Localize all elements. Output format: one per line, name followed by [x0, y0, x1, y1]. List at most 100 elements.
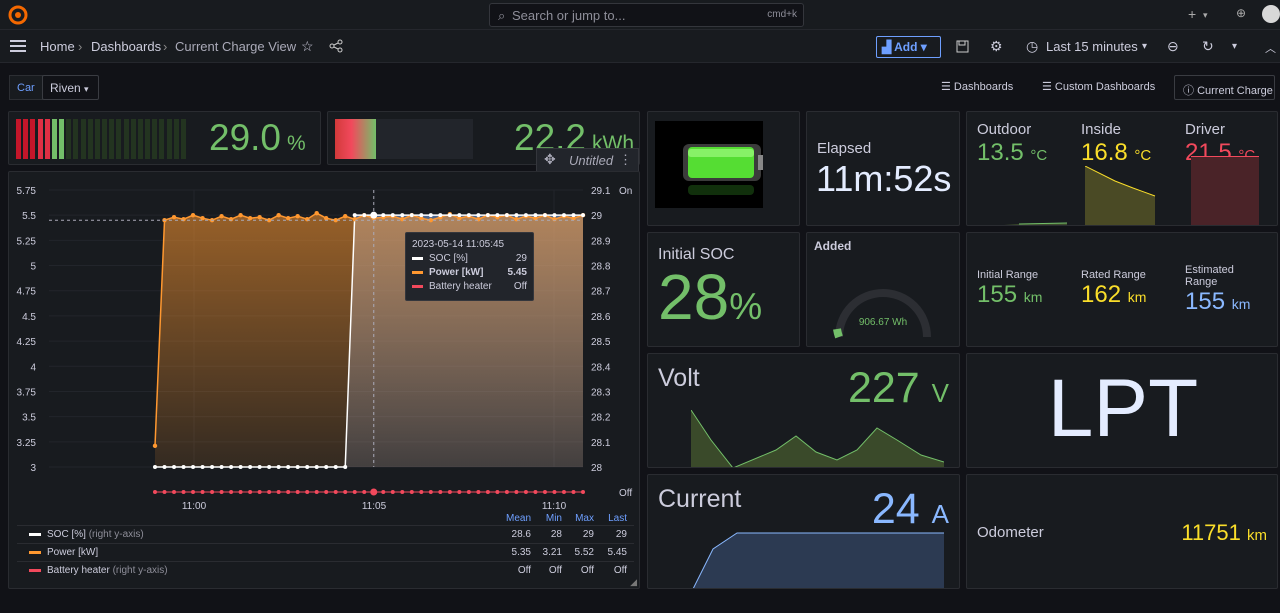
chevron-down-icon[interactable]: ▾ [1203, 10, 1208, 20]
grafana-logo-icon[interactable] [8, 5, 28, 25]
soc-point [219, 465, 224, 469]
current-panel: Current 24 A [647, 474, 960, 589]
added-label: Added [814, 239, 852, 253]
right-axis-on-label: On [619, 186, 632, 197]
chevron-down-icon[interactable]: ▾ [1142, 41, 1148, 52]
heater-point [229, 490, 234, 494]
inside-sparkline [1085, 166, 1156, 225]
left-axis-tick-label: 5.25 [17, 236, 37, 247]
odometer-panel: Odometer 11751 km [966, 474, 1278, 589]
soc-point [504, 213, 509, 218]
link-custom-dashboards[interactable]: ☰ Custom Dashboards [1042, 80, 1155, 93]
heater-point [438, 490, 443, 494]
zoom-out-icon[interactable]: ⊖ [1167, 38, 1179, 54]
news-feed-icon[interactable]: ⊕ [1236, 6, 1247, 20]
right-axis-tick-label: 29.1 [591, 186, 611, 197]
panel-menu-icon[interactable]: ⋮ [619, 152, 632, 167]
soc-point [542, 213, 547, 218]
legend-row[interactable]: Battery heater (right y-axis) [29, 565, 168, 576]
chevron-down-icon: ▾ [84, 84, 89, 94]
search-input[interactable]: ⌕ Search or jump to... cmd+k [489, 3, 804, 27]
added-value: 906.67 Wh [858, 317, 908, 328]
breadcrumb-home[interactable]: Home [40, 39, 75, 54]
left-axis-tick-label: 3 [30, 463, 36, 474]
soc-point [343, 465, 348, 469]
timeseries-chart[interactable]: 5.75 5.5 5.25 5 4.75 4.5 4.25 4 3.75 3.5 3.25 3 29.1… [9, 172, 640, 512]
power-point [457, 216, 462, 221]
initial-soc-panel: Initial SOC 28% [647, 232, 800, 347]
heater-point [191, 490, 196, 494]
resize-handle-icon[interactable]: ◢ [630, 577, 637, 587]
soc-point [305, 465, 310, 469]
right-axis-tick-label: 28.9 [591, 236, 611, 247]
x-axis-tick-label: 11:05 [362, 501, 387, 512]
power-point [533, 216, 538, 221]
odometer-value: 11751 km [1181, 520, 1267, 545]
legend-row[interactable]: Power [kW] [29, 547, 98, 558]
legend-header-mean[interactable]: Mean [505, 513, 531, 524]
chevron-down-icon[interactable]: ▾ [1232, 41, 1238, 52]
soc-bargauge-cell [30, 119, 36, 159]
legend-series-name: SOC [%] [47, 529, 86, 540]
legend-series-name: Battery heater [47, 565, 110, 576]
right-axis-tick-label: 28.7 [591, 287, 611, 298]
heater-point [276, 490, 281, 494]
menu-icon[interactable] [10, 40, 26, 52]
legend-swatch [29, 568, 41, 572]
legend-header-min[interactable]: Min [545, 513, 562, 524]
heater-point [514, 490, 519, 494]
time-range-picker[interactable]: Last 15 minutes [1046, 39, 1138, 54]
link-current-charge[interactable]: ⓘ Current Charge [1174, 75, 1275, 100]
collapse-up-icon[interactable]: ︿ [1265, 43, 1276, 55]
right-axis-tick-label: 28.3 [591, 387, 611, 398]
kwh-bargauge-fill [335, 119, 377, 159]
power-point [400, 217, 405, 222]
heater-point [286, 490, 291, 494]
added-gauge-panel: Added 906.67 Wh [806, 232, 960, 347]
link-dashboards[interactable]: ☰ Dashboards [941, 80, 1013, 93]
right-axis-tick-label: 28.1 [591, 438, 611, 449]
info-icon: ⓘ [1183, 85, 1198, 97]
heater-point [581, 490, 585, 494]
refresh-icon[interactable]: ↻ [1202, 38, 1214, 54]
temperatures-panel: Outdoor 13.5 °C Inside 16.8 °C Driver 21… [966, 111, 1278, 226]
save-icon[interactable] [956, 40, 969, 53]
settings-gear-icon[interactable]: ⚙ [990, 38, 1003, 54]
untitled-panel-header[interactable]: ✥ Untitled ⋮ [536, 148, 639, 172]
power-point [314, 210, 319, 216]
nav-bar: Home › Dashboards › Current Charge View … [0, 30, 1280, 63]
breadcrumb-separator-icon: › [78, 39, 83, 54]
breadcrumb-dashboards[interactable]: Dashboards [91, 39, 162, 54]
car-select[interactable]: Riven ▾ [42, 75, 99, 100]
heater-point [476, 490, 481, 494]
soc-bargauge-cell [145, 119, 151, 159]
left-axis-tick-label: 4.5 [22, 312, 36, 323]
heater-point [295, 490, 300, 494]
legend-row[interactable]: SOC [%] (right y-axis) [29, 529, 144, 540]
new-plus-icon[interactable]: + [1188, 6, 1197, 22]
soc-point [248, 465, 253, 469]
link-current-label: Current Charge [1197, 85, 1273, 97]
heater-point [219, 490, 224, 494]
heater-point [200, 490, 205, 494]
share-icon[interactable] [329, 39, 343, 53]
legend-header-max[interactable]: Max [575, 513, 594, 524]
heater-point [552, 490, 557, 494]
move-icon[interactable]: ✥ [544, 151, 556, 167]
soc-point [257, 465, 262, 469]
add-button[interactable]: ▟ Add ▾ [876, 36, 941, 58]
page-title: Current Charge View [175, 39, 297, 54]
link-dashboards-label: Dashboards [953, 81, 1014, 93]
soc-bargauge-cell [152, 119, 158, 159]
right-axis-tick-label: 28.6 [591, 312, 611, 323]
heater-point [485, 490, 490, 494]
legend-swatch [29, 550, 41, 554]
star-icon[interactable]: ☆ [301, 38, 314, 54]
legend-header-last[interactable]: Last [608, 513, 627, 524]
add-label: Add [894, 40, 918, 54]
heater-point [533, 490, 538, 494]
legend-max-value: Off [580, 565, 594, 576]
avatar[interactable] [1262, 5, 1280, 23]
power-point [476, 217, 481, 222]
soc-bargauge-cell [94, 119, 100, 159]
